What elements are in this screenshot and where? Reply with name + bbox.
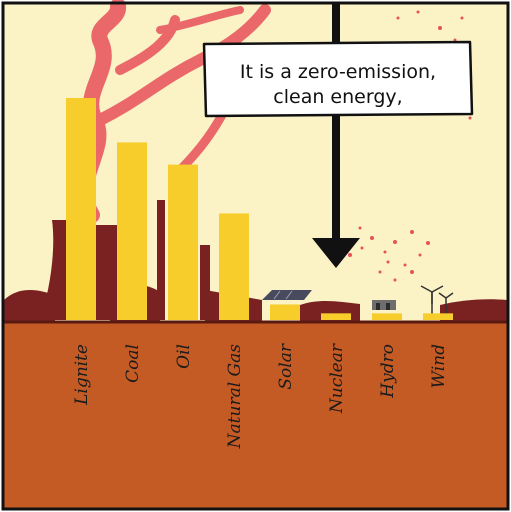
hydro-dam-icon: [372, 300, 396, 310]
category-label-hydro: Hydro: [378, 344, 398, 399]
bar-solar: [270, 304, 300, 320]
wind-turbine-icon: [420, 285, 454, 314]
bar-nuclear: [321, 313, 351, 320]
speech-bubble-line-1: It is a zero-emission,: [240, 61, 436, 83]
category-label-oil: Oil: [174, 344, 194, 369]
particle-dots: [348, 10, 472, 282]
solar-panel-icon: [262, 290, 312, 300]
bars-group: [66, 98, 453, 320]
bar-hydro: [372, 313, 402, 320]
bar-natural-gas: [219, 213, 249, 320]
bar-oil: [168, 164, 198, 320]
category-label-wind: Wind: [429, 344, 449, 389]
speech-bubble: It is a zero-emission, clean energy,: [202, 40, 474, 118]
bar-lignite: [66, 98, 96, 320]
ground-area: [4, 322, 507, 508]
category-label-coal: Coal: [123, 344, 143, 383]
down-arrow-icon: [312, 4, 360, 268]
speech-bubble-line-2: clean energy,: [273, 86, 402, 108]
category-label-nuclear: Nuclear: [327, 343, 347, 414]
category-labels: Lignite Coal Oil Natural Gas Solar Nuclear Hyd…: [72, 343, 449, 449]
category-label-lignite: Lignite: [72, 344, 92, 406]
bar-wind: [423, 313, 453, 320]
bar-coal: [117, 142, 147, 320]
category-label-natural-gas: Natural Gas: [225, 344, 245, 450]
category-label-solar: Solar: [276, 343, 296, 389]
